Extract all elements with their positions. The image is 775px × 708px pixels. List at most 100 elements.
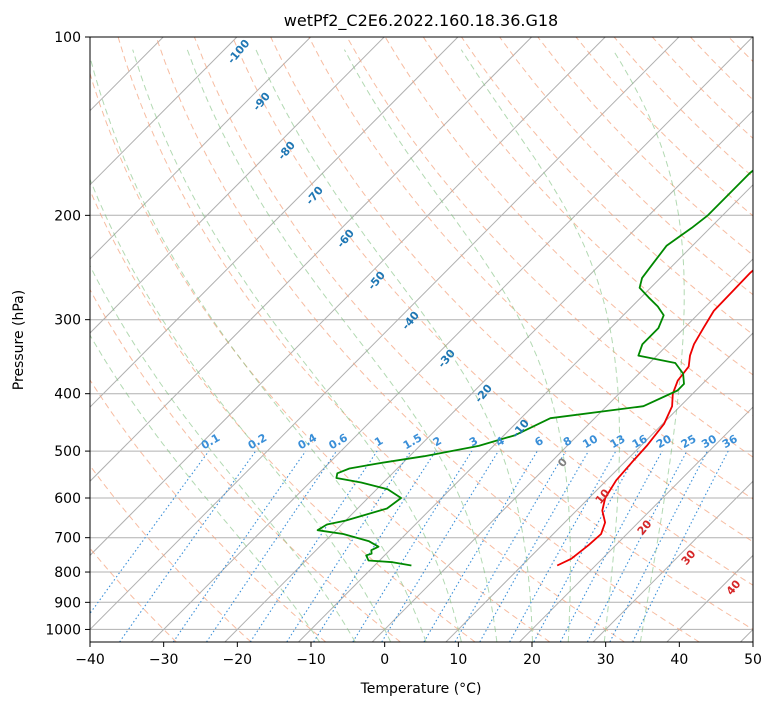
mixing-ratio-line xyxy=(90,450,210,615)
mixing-ratio-line xyxy=(381,450,499,642)
moist-adiabat-line xyxy=(186,49,498,642)
mixing-ratio-line xyxy=(206,450,337,642)
dewpoint-profile xyxy=(316,169,753,567)
mixing-ratio-label: 36 xyxy=(720,432,740,451)
y-tick-label: 700 xyxy=(54,531,81,547)
x-tick-label: 50 xyxy=(744,652,762,668)
dry-adiabat-label: -80 xyxy=(275,139,298,163)
isotherm-line xyxy=(224,109,753,642)
mixing-ratio-label: 30 xyxy=(699,432,719,451)
mixing-ratio-line xyxy=(352,450,473,642)
mixing-ratio-label: 8 xyxy=(561,434,574,449)
dry-adiabat-line xyxy=(767,37,775,642)
y-tick-label: 1000 xyxy=(45,622,81,638)
isotherm-line xyxy=(740,628,753,642)
isotherm-line xyxy=(90,37,385,334)
mixing-ratio-label: 4 xyxy=(494,434,507,449)
x-tick-label: −20 xyxy=(223,652,253,668)
isotherm-line xyxy=(90,37,311,260)
dry-adiabat-line xyxy=(613,37,753,178)
dry-adiabat-label: -20 xyxy=(472,382,495,406)
dry-adiabat-label: -60 xyxy=(334,227,357,251)
plot-frame xyxy=(89,36,754,643)
moist-adiabat-line xyxy=(255,49,533,642)
dry-adiabat-line xyxy=(90,189,476,642)
dry-adiabat-line xyxy=(270,37,753,543)
moist-adiabat-line xyxy=(132,49,462,642)
dry-adiabat-line xyxy=(155,37,700,642)
y-tick-label: 100 xyxy=(54,30,81,46)
isotherm-line xyxy=(371,258,753,642)
mixing-ratio-label: 0.6 xyxy=(327,431,351,452)
mixing-ratio-line xyxy=(249,450,378,642)
dry-adiabat-label: 0 xyxy=(555,455,570,469)
dry-adiabat-line xyxy=(461,37,753,336)
x-axis-label: Temperature (°C) xyxy=(360,681,482,697)
dry-adiabat-line xyxy=(690,37,753,101)
mixing-ratio-label: 2 xyxy=(431,434,444,449)
mixing-ratio-label: 25 xyxy=(679,432,699,451)
y-tick-label: 400 xyxy=(54,387,81,403)
dry-adiabat-line xyxy=(232,37,753,586)
dry-adiabat-line xyxy=(308,37,753,500)
moist-adiabat-line xyxy=(90,54,427,642)
isotherm-line xyxy=(150,37,753,642)
mixing-ratio-line xyxy=(533,450,639,642)
moist-adiabat-line xyxy=(612,49,685,642)
mixing-ratio-line xyxy=(559,450,663,642)
moist-adiabat-line xyxy=(90,264,356,642)
x-tick-label: 30 xyxy=(597,652,615,668)
dry-adiabat-line xyxy=(90,288,401,642)
dry-adiabat-line xyxy=(575,37,753,217)
dry-adiabat-label: 20 xyxy=(635,517,655,537)
isotherm-line xyxy=(592,480,753,642)
isotherm-line xyxy=(90,37,238,186)
x-tick-label: 20 xyxy=(523,652,541,668)
isotherm-line xyxy=(90,37,532,482)
mixing-ratio-line xyxy=(586,450,688,642)
mixing-ratio-label: 0.1 xyxy=(199,431,222,452)
x-tick-label: −10 xyxy=(296,652,326,668)
dry-adiabat-label: -10 xyxy=(509,417,532,441)
dry-adiabat-label: -100 xyxy=(225,37,253,67)
mixing-ratio-label: 1 xyxy=(372,434,385,449)
isotherm-line xyxy=(90,37,606,557)
y-tick-label: 900 xyxy=(54,595,81,611)
isotherm-line xyxy=(519,406,753,642)
mixing-ratio-label: 6 xyxy=(532,434,545,449)
mixing-ratio-line xyxy=(172,450,307,642)
mixing-ratio-line xyxy=(119,450,257,642)
y-tick-label: 200 xyxy=(54,208,81,224)
y-tick-label: 800 xyxy=(54,565,81,581)
dry-adiabat-line xyxy=(90,464,252,642)
dry-adiabat-label: -70 xyxy=(303,184,326,208)
y-tick-label: 300 xyxy=(54,313,81,329)
isotherm-line xyxy=(445,332,753,642)
dry-adiabat-line xyxy=(193,37,753,630)
x-tick-label: 10 xyxy=(449,652,467,668)
moist-adiabat-line xyxy=(343,49,571,642)
chart-title: wetPf2_C2E6.2022.160.18.36.G18 xyxy=(284,11,558,31)
moist-adiabat-line xyxy=(90,178,392,642)
dry-adiabat-label: -50 xyxy=(365,269,388,293)
mixing-ratio-line xyxy=(609,450,708,642)
mixing-ratio-label: 1.5 xyxy=(401,431,424,452)
mixing-ratio-label: 10 xyxy=(580,432,600,451)
mixing-ratio-label: 20 xyxy=(654,432,674,451)
x-tick-label: −30 xyxy=(149,652,179,668)
mixing-ratio-line xyxy=(423,450,538,642)
isotherm-line xyxy=(90,37,680,631)
dry-adiabat-line xyxy=(499,37,753,296)
isotherm-line xyxy=(90,37,459,408)
mixing-ratio-line xyxy=(313,450,437,642)
dry-adiabat-label: -90 xyxy=(250,90,273,114)
x-tick-label: −40 xyxy=(75,652,105,668)
x-tick-label: 40 xyxy=(670,652,688,668)
dry-adiabat-line xyxy=(346,37,753,458)
mixing-ratio-label: 13 xyxy=(608,432,628,451)
y-axis-label: Pressure (hPa) xyxy=(11,290,27,390)
dry-adiabat-label: 40 xyxy=(724,577,744,597)
dry-adiabat-label: -40 xyxy=(399,309,422,333)
temperature-profile xyxy=(556,269,753,567)
